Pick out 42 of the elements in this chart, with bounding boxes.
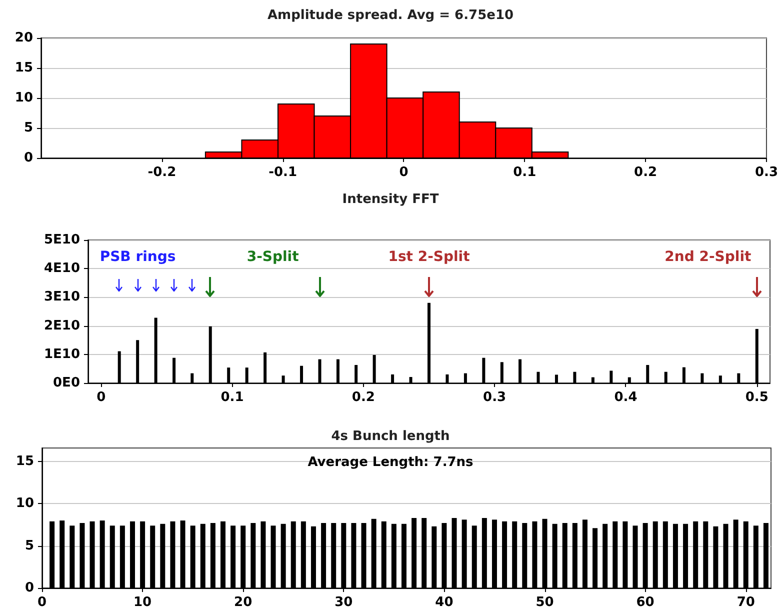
x-tick-label: -0.2: [148, 165, 176, 180]
y-tick-label: 5E10: [44, 232, 80, 248]
y-tick-label: 10: [14, 90, 33, 106]
y-tick-label: 4E10: [44, 261, 80, 276]
x-tick-label: 0.2: [634, 165, 658, 180]
chart-title: Intensity FFT: [342, 192, 439, 207]
y-tick-label: 0: [24, 580, 34, 596]
y-tick-label: 0: [24, 150, 33, 166]
x-tick-label: 70: [736, 595, 755, 610]
y-tick-label: 0E0: [53, 376, 80, 390]
x-tick-label: 0: [96, 390, 106, 405]
y-tick-label: 5: [24, 538, 34, 554]
x-tick-label: 0.1: [513, 165, 536, 180]
x-tick-label: 0.4: [614, 390, 638, 405]
x-tick-label: 0: [399, 165, 408, 180]
x-tick-label: 10: [134, 595, 152, 610]
x-tick-label: 0.2: [352, 390, 375, 405]
annotation: 3-Split: [246, 249, 300, 266]
annotation: Average Length: 7.7ns: [308, 455, 474, 470]
chart-title: Amplitude spread. Avg = 6.75e10: [267, 8, 514, 23]
y-tick-label: 2E10: [44, 318, 80, 334]
x-tick-label: 0.1: [220, 390, 244, 405]
annotation: 2nd 2-Split: [664, 249, 752, 266]
x-tick-label: 20: [234, 595, 252, 610]
y-tick-label: 1E10: [44, 346, 80, 362]
x-tick-label: 0.3: [483, 390, 506, 405]
y-tick-label: 15: [16, 454, 34, 469]
x-tick-label: 40: [435, 595, 454, 610]
y-tick-label: 5: [24, 120, 33, 136]
annotation: PSB rings: [100, 249, 176, 266]
x-tick-label: 0.5: [745, 390, 768, 405]
annotation: 1st 2-Split: [388, 249, 470, 266]
x-tick-label: 30: [334, 595, 353, 610]
y-tick-label: 20: [14, 30, 33, 46]
y-tick-label: 15: [14, 60, 33, 76]
y-tick-label: 10: [16, 496, 34, 512]
x-tick-label: -0.1: [268, 165, 298, 180]
x-tick-label: 50: [536, 595, 554, 610]
x-tick-label: 0.3: [754, 165, 778, 180]
x-tick-label: 60: [636, 595, 654, 610]
chart-title: 4s Bunch length: [331, 429, 450, 444]
y-tick-label: 3E10: [44, 290, 80, 305]
